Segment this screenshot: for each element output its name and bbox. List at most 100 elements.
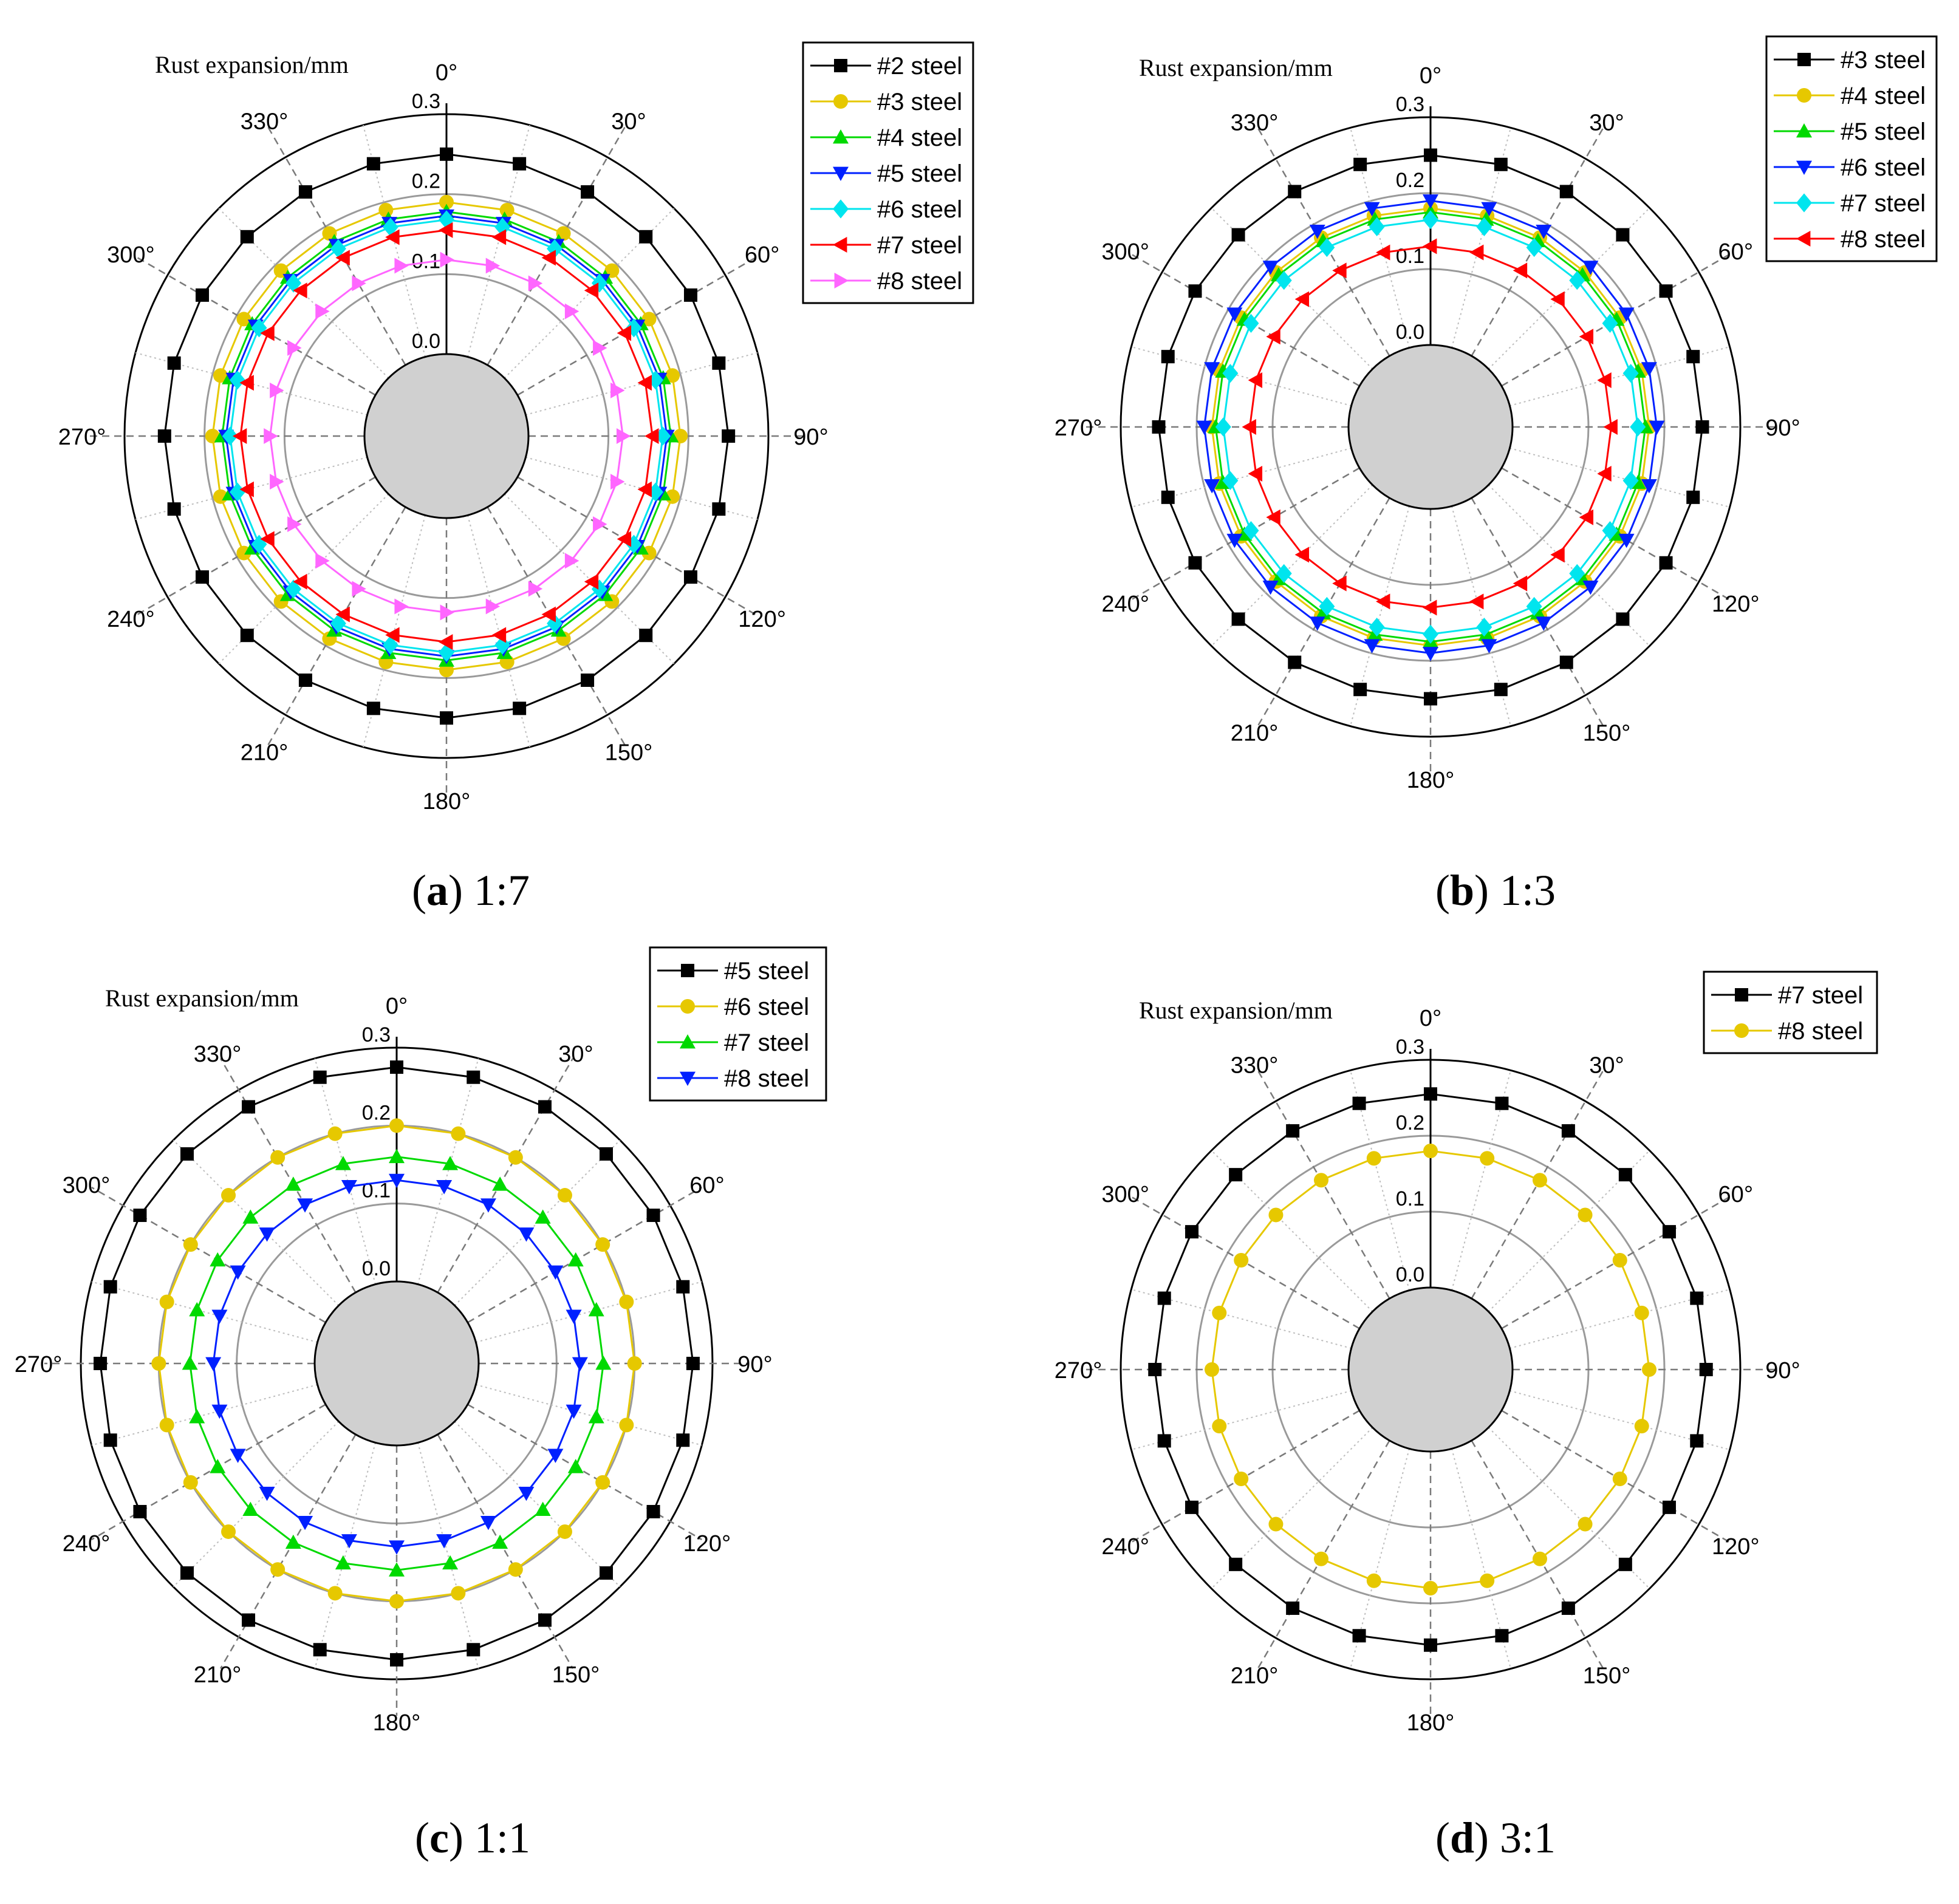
data-point bbox=[211, 1309, 228, 1324]
radial-tick-label: 0.1 bbox=[1396, 1187, 1424, 1210]
legend-c: #5 steel #6 steel #7 steel #8 steel bbox=[649, 946, 827, 1102]
data-point bbox=[508, 1562, 523, 1577]
legend-marker bbox=[1797, 53, 1811, 66]
data-point bbox=[1161, 490, 1175, 504]
data-point bbox=[646, 1504, 660, 1518]
legend-entry-label: #5 steel bbox=[1841, 118, 1926, 145]
data-point bbox=[600, 1566, 614, 1580]
polar-major-spoke bbox=[1256, 1069, 1390, 1299]
data-point bbox=[1695, 420, 1709, 434]
data-point bbox=[1536, 225, 1552, 239]
data-point bbox=[547, 613, 563, 633]
data-point bbox=[480, 1515, 496, 1530]
data-point bbox=[1352, 1629, 1366, 1643]
data-point bbox=[1618, 1557, 1632, 1571]
data-point bbox=[528, 581, 543, 597]
data-point bbox=[94, 1357, 108, 1370]
data-point bbox=[1481, 202, 1497, 217]
angle-label: 180° bbox=[1407, 768, 1455, 793]
data-point bbox=[1369, 217, 1385, 236]
data-point bbox=[1286, 1124, 1300, 1138]
polar-minor-spoke bbox=[476, 1281, 702, 1343]
data-point bbox=[1612, 1472, 1627, 1486]
data-point bbox=[239, 481, 254, 497]
data-point bbox=[581, 185, 595, 199]
data-point bbox=[451, 1586, 466, 1601]
data-point bbox=[535, 1501, 551, 1517]
caption-letter: a bbox=[426, 866, 448, 915]
data-point bbox=[390, 1060, 403, 1074]
angle-label: 180° bbox=[373, 1710, 421, 1736]
data-point bbox=[1212, 1419, 1227, 1434]
data-point bbox=[572, 1357, 588, 1371]
data-point bbox=[712, 502, 726, 516]
series-markers-1 bbox=[94, 1060, 700, 1667]
data-point bbox=[1188, 284, 1202, 298]
data-point bbox=[270, 1150, 285, 1165]
data-point bbox=[335, 606, 350, 623]
legend-marker bbox=[680, 999, 695, 1014]
polar-chart-b: 0.00.10.20.30°30°60°90°120°150°180°210°2… bbox=[1055, 54, 1800, 793]
angle-label: 210° bbox=[1231, 720, 1279, 746]
polar-minor-spoke bbox=[314, 1058, 377, 1285]
angle-label: 90° bbox=[1765, 1358, 1800, 1384]
data-point bbox=[189, 1409, 205, 1424]
data-point bbox=[133, 1504, 147, 1518]
data-point bbox=[352, 275, 366, 292]
data-point bbox=[439, 634, 453, 650]
series-markers-5 bbox=[222, 210, 671, 662]
data-point bbox=[1550, 291, 1565, 307]
data-point bbox=[232, 428, 247, 444]
data-point bbox=[1204, 362, 1220, 377]
angle-label: 90° bbox=[1765, 415, 1800, 441]
data-point bbox=[513, 157, 527, 171]
data-point bbox=[313, 1643, 327, 1657]
angle-label: 0° bbox=[1420, 63, 1441, 89]
data-point bbox=[1630, 417, 1646, 437]
data-point bbox=[366, 157, 380, 171]
data-point bbox=[1231, 612, 1245, 626]
data-point bbox=[617, 531, 632, 547]
data-point bbox=[1314, 1173, 1328, 1188]
data-point bbox=[485, 598, 501, 615]
data-point bbox=[1424, 1087, 1437, 1101]
data-point bbox=[1286, 1601, 1300, 1615]
data-point bbox=[467, 1070, 480, 1084]
data-point bbox=[1642, 1362, 1656, 1377]
legend-b: #3 steel #4 steel #5 steel #6 steel #7 steel… bbox=[1765, 35, 1938, 262]
data-point bbox=[616, 428, 631, 444]
angle-label: 120° bbox=[683, 1531, 731, 1557]
data-point bbox=[1622, 471, 1639, 490]
angle-label: 120° bbox=[1712, 592, 1760, 617]
radial-axis-title: Rust expansion/mm bbox=[105, 984, 299, 1012]
data-point bbox=[591, 273, 607, 293]
data-point bbox=[1248, 372, 1263, 389]
polar-major-spoke bbox=[467, 1186, 702, 1323]
data-point bbox=[513, 701, 527, 715]
caption-letter: d bbox=[1450, 1814, 1474, 1862]
data-point bbox=[1423, 194, 1438, 209]
data-point bbox=[389, 1540, 405, 1555]
data-point bbox=[436, 1534, 453, 1549]
polar-minor-spoke bbox=[91, 1281, 318, 1343]
data-point bbox=[167, 356, 181, 370]
data-point bbox=[1603, 419, 1618, 435]
data-point bbox=[567, 1252, 584, 1267]
data-point bbox=[538, 1100, 552, 1114]
data-point bbox=[1262, 580, 1279, 595]
data-point bbox=[1530, 605, 1546, 619]
caption-paren: ( bbox=[1435, 1814, 1450, 1862]
data-point bbox=[378, 202, 394, 217]
data-point bbox=[1559, 655, 1573, 669]
steel-bar-disk bbox=[313, 1280, 480, 1447]
legend-entry-label: #5 steel bbox=[724, 958, 809, 984]
data-point bbox=[440, 604, 454, 621]
data-point bbox=[1229, 1168, 1243, 1182]
angle-label: 60° bbox=[689, 1173, 724, 1198]
legend-entry-label: #7 steel bbox=[724, 1029, 809, 1056]
data-point bbox=[1152, 420, 1166, 434]
data-point bbox=[491, 229, 507, 245]
legend-entry-label: #8 steel bbox=[877, 268, 962, 295]
data-point bbox=[180, 1147, 194, 1161]
angle-label: 150° bbox=[552, 1662, 600, 1688]
